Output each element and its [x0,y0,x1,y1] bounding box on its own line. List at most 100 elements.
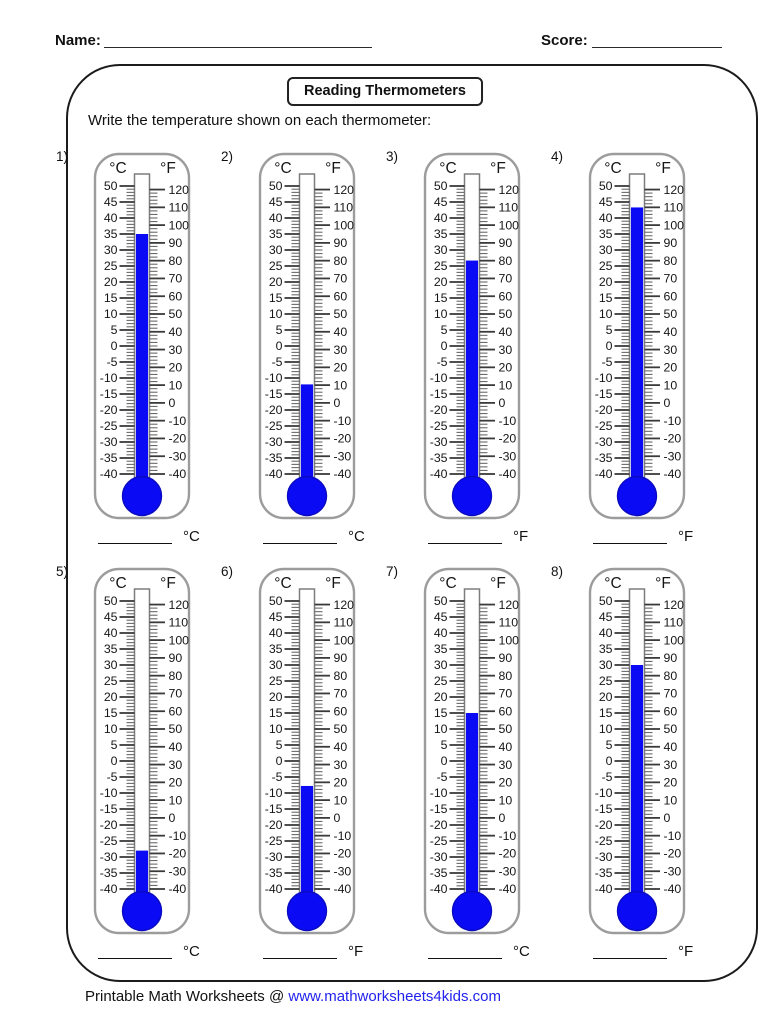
svg-text:-30: -30 [169,864,187,878]
svg-text:15: 15 [104,291,118,305]
svg-text:110: 110 [169,616,189,630]
svg-text:120: 120 [664,598,685,612]
answer-blank [98,942,172,959]
svg-text:°C: °C [109,575,126,592]
svg-text:45: 45 [269,610,283,624]
svg-text:15: 15 [269,291,283,305]
svg-text:-10: -10 [430,371,448,385]
svg-text:-30: -30 [595,435,613,449]
svg-text:20: 20 [169,361,183,375]
svg-text:10: 10 [434,722,448,736]
thermometer-graphic: °C °F50454035302520151050-5-10-15-20-25-3… [258,152,356,520]
svg-text:30: 30 [269,658,283,672]
svg-text:0: 0 [111,754,118,768]
svg-text:-35: -35 [430,451,448,465]
svg-text:35: 35 [434,642,448,656]
svg-text:-40: -40 [595,882,613,896]
svg-text:5: 5 [606,323,613,337]
svg-text:35: 35 [269,642,283,656]
svg-text:30: 30 [269,243,283,257]
svg-text:30: 30 [664,343,678,357]
svg-text:25: 25 [599,259,613,273]
svg-text:-5: -5 [602,770,613,784]
svg-text:40: 40 [334,325,348,339]
svg-text:-20: -20 [265,818,283,832]
problem-number: 5) [56,564,69,579]
svg-text:-35: -35 [265,866,283,880]
svg-text:25: 25 [599,674,613,688]
answer-blank [263,527,337,544]
problem-4: 4) °C °F 50 45 40 35 30 25 20 15 10 5 0 -5 -10 -15 -20 -2… [545,149,710,561]
svg-text:50: 50 [334,722,348,736]
svg-text:50: 50 [169,722,183,736]
svg-text:20: 20 [334,776,348,790]
svg-text:25: 25 [104,259,118,273]
svg-text:70: 70 [169,272,183,286]
svg-text:-30: -30 [334,449,352,463]
svg-text:-10: -10 [265,786,283,800]
svg-text:-5: -5 [272,770,283,784]
name-label: Name: [55,32,101,49]
svg-text:-20: -20 [430,818,448,832]
answer-unit: °C [513,943,530,960]
svg-text:-25: -25 [265,834,283,848]
svg-text:35: 35 [269,227,283,241]
svg-text:5: 5 [441,738,448,752]
answer-blank [428,942,502,959]
svg-text:-40: -40 [430,882,448,896]
svg-text:60: 60 [499,704,513,718]
svg-text:100: 100 [664,633,685,647]
svg-text:40: 40 [599,626,613,640]
answer-unit: °F [678,943,694,960]
svg-text:20: 20 [104,690,118,704]
svg-text:45: 45 [434,195,448,209]
svg-text:0: 0 [606,754,613,768]
svg-text:70: 70 [499,687,513,701]
footer-text: Printable Math Worksheets @ [85,988,289,1005]
problem-1: 1) °C °F 50 45 40 35 30 25 20 15 10 5 0 -5 -10 -15 -20 -2… [50,149,215,561]
answer-blank [428,527,502,544]
svg-text:-35: -35 [595,451,613,465]
problem-3: 3) °C °F 50 45 40 35 30 25 20 15 10 5 0 -5 -10 -15 -20 -2… [380,149,545,561]
svg-text:45: 45 [434,610,448,624]
svg-text:-20: -20 [664,432,682,446]
footer-link[interactable]: www.mathworksheets4kids.com [288,988,501,1005]
svg-text:70: 70 [664,687,678,701]
thermometer-graphic: °C °F50454035302520151050-5-10-15-20-25-3… [423,567,521,935]
problem-6: 6) °C °F 50 45 40 35 30 25 20 15 10 5 0 -5 -10 -15 -20 -2… [215,564,380,976]
svg-text:0: 0 [276,754,283,768]
svg-text:30: 30 [169,758,183,772]
svg-text:-40: -40 [100,467,118,481]
svg-text:60: 60 [169,704,183,718]
svg-text:-25: -25 [100,834,118,848]
svg-text:110: 110 [334,201,354,215]
svg-text:40: 40 [664,325,678,339]
svg-text:40: 40 [599,211,613,225]
svg-text:40: 40 [499,325,513,339]
svg-text:40: 40 [499,740,513,754]
svg-text:0: 0 [111,339,118,353]
svg-text:10: 10 [169,378,183,392]
svg-text:80: 80 [169,669,183,683]
svg-text:5: 5 [606,738,613,752]
svg-text:-10: -10 [334,829,352,843]
svg-text:-40: -40 [664,467,682,481]
svg-text:100: 100 [499,218,520,232]
problem-2: 2) °C °F 50 45 40 35 30 25 20 15 10 5 0 -5 -10 -15 -20 -2… [215,149,380,561]
svg-text:120: 120 [499,598,520,612]
svg-text:0: 0 [606,339,613,353]
svg-text:10: 10 [104,307,118,321]
thermometer-graphic: °C °F50454035302520151050-5-10-15-20-25-3… [423,152,521,520]
svg-text:40: 40 [434,211,448,225]
svg-text:30: 30 [499,343,513,357]
problem-number: 6) [221,564,234,579]
thermometer-graphic: °C °F50454035302520151050-5-10-15-20-25-3… [258,567,356,935]
svg-text:-25: -25 [595,834,613,848]
svg-text:50: 50 [499,307,513,321]
svg-text:80: 80 [664,669,678,683]
svg-text:0: 0 [499,396,506,410]
svg-text:80: 80 [334,669,348,683]
svg-text:25: 25 [269,674,283,688]
answer-blank [593,527,667,544]
svg-text:-20: -20 [100,403,118,417]
